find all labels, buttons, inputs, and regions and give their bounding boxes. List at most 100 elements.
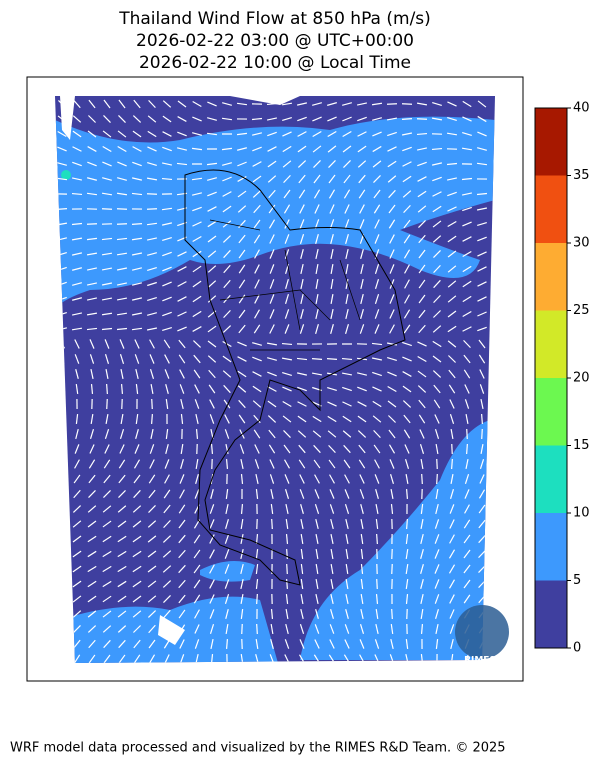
wind-arrow	[104, 444, 110, 454]
wind-arrow	[267, 415, 277, 423]
wind-arrow	[450, 428, 454, 440]
wind-arrow	[116, 282, 128, 286]
wind-arrow	[132, 550, 142, 558]
wind-arrow	[389, 294, 395, 304]
wind-arrow	[223, 249, 231, 259]
wind-arrow	[71, 192, 83, 196]
wind-arrow	[86, 282, 98, 286]
wind-arrow	[179, 654, 185, 663]
wind-arrow	[73, 99, 81, 109]
wind-arrow	[418, 234, 426, 244]
wind-arrow	[207, 177, 217, 181]
wind-arrow	[180, 398, 184, 410]
wind-arrow	[221, 147, 233, 151]
wind-arrow	[315, 278, 319, 290]
wind-arrow	[177, 281, 187, 287]
wind-arrow	[479, 384, 485, 394]
wind-arrow	[57, 130, 67, 138]
wind-arrow	[449, 489, 455, 499]
wind-arrow	[330, 263, 334, 275]
wind-arrow	[432, 370, 442, 378]
wind-arrow	[132, 161, 142, 167]
wind-arrow	[374, 294, 380, 304]
wind-arrow	[236, 102, 248, 106]
wind-arrow	[252, 161, 262, 167]
wind-arrow	[402, 400, 412, 408]
wind-arrow	[225, 488, 229, 500]
wind-arrow	[192, 132, 202, 136]
wind-arrow	[177, 131, 187, 137]
wind-arrow	[449, 609, 455, 619]
wind-arrow	[329, 624, 335, 634]
wind-arrow	[359, 204, 365, 214]
wind-arrow	[180, 413, 184, 425]
wind-arrow	[178, 534, 186, 544]
wind-arrow	[315, 234, 319, 244]
wind-arrow	[193, 594, 201, 604]
wind-arrow	[360, 533, 364, 545]
wind-arrow	[450, 639, 454, 649]
wind-arrow	[179, 489, 185, 499]
wind-arrow	[462, 131, 472, 137]
wind-arrow	[164, 369, 170, 379]
wind-arrow	[431, 147, 443, 151]
wind-arrow	[447, 101, 457, 107]
wind-arrow	[463, 549, 471, 559]
wind-arrow	[221, 117, 233, 121]
wind-arrow	[268, 189, 276, 199]
wind-arrow	[179, 384, 185, 394]
wind-arrow	[101, 237, 113, 241]
wind-arrow	[102, 161, 112, 167]
wind-arrow	[102, 520, 112, 528]
wind-arrow	[342, 131, 352, 137]
wind-arrow	[432, 235, 442, 243]
wind-arrow	[314, 504, 320, 514]
wind-arrow	[224, 579, 230, 589]
wind-arrow	[387, 371, 397, 377]
wind-arrow	[284, 639, 290, 649]
wind-arrow	[447, 280, 457, 288]
wind-arrow	[269, 249, 275, 259]
wind-arrow	[344, 489, 350, 499]
wind-arrow	[131, 237, 143, 241]
wind-arrow	[101, 252, 113, 256]
wind-arrow	[477, 131, 487, 137]
wind-arrow	[420, 623, 424, 635]
wind-arrow	[75, 413, 79, 425]
wind-arrow	[431, 162, 443, 166]
wind-arrow	[193, 564, 201, 574]
wind-arrow	[72, 580, 82, 588]
wind-arrow	[282, 131, 292, 137]
wind-arrow	[133, 474, 141, 484]
wind-arrow	[389, 234, 395, 244]
wind-arrow	[162, 131, 172, 137]
wind-arrow	[87, 505, 97, 513]
colorbar-bin	[535, 108, 567, 176]
wind-arrow	[311, 357, 323, 361]
wind-arrow	[267, 371, 277, 377]
wind-arrow	[105, 413, 109, 425]
wind-arrow	[448, 564, 456, 574]
wind-arrow	[420, 458, 424, 470]
wind-arrow	[314, 489, 320, 499]
wind-arrow	[87, 520, 97, 528]
wind-arrow	[194, 384, 200, 394]
wind-arrow	[222, 370, 232, 378]
wind-arrow	[314, 219, 320, 229]
wind-arrow	[237, 190, 247, 198]
wind-arrow	[330, 609, 334, 619]
wind-arrow	[402, 175, 412, 183]
wind-arrow	[404, 294, 410, 304]
wind-arrow	[343, 444, 351, 454]
wind-arrow	[299, 474, 305, 484]
wind-arrow	[300, 548, 304, 560]
wind-arrow	[432, 205, 442, 213]
wind-arrow	[131, 177, 143, 181]
wind-arrow	[284, 309, 290, 319]
wind-arrow	[117, 130, 127, 138]
wind-arrow	[162, 266, 172, 272]
wind-arrow	[434, 579, 440, 589]
wind-arrow	[418, 399, 426, 409]
wind-arrow	[206, 132, 218, 136]
wind-arrow	[449, 414, 455, 424]
